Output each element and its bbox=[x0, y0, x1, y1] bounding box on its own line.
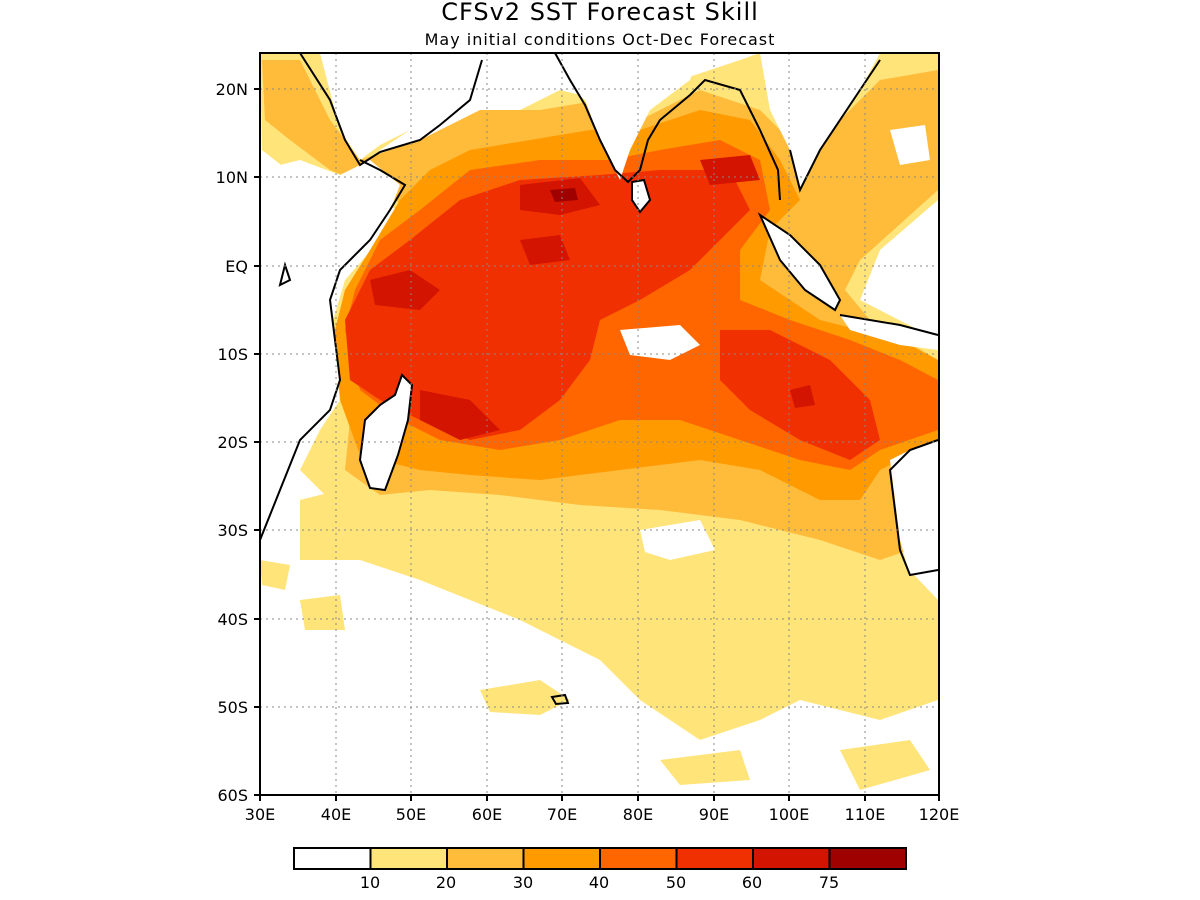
colorbar-swatch bbox=[675, 847, 754, 870]
arabia-land bbox=[320, 53, 480, 160]
skill-contour-60-75-core bbox=[420, 390, 500, 440]
colorbar-swatch bbox=[446, 847, 525, 870]
lon-tick-label: 60E bbox=[472, 805, 502, 824]
skill-contour-60-75-core bbox=[520, 235, 570, 265]
colorbar-swatch bbox=[369, 847, 448, 870]
lat-tick-label: 40S bbox=[217, 610, 248, 629]
grid-lines bbox=[260, 53, 939, 795]
skill-contour-10-20-patch bbox=[260, 560, 290, 590]
madagascar-land bbox=[360, 375, 412, 490]
skill-contour-10-20-patch bbox=[840, 740, 930, 790]
colorbar-swatch bbox=[752, 847, 831, 870]
lon-tick-label: 100E bbox=[769, 805, 810, 824]
lon-tick-label: 120E bbox=[919, 805, 960, 824]
india-land bbox=[540, 53, 700, 180]
page-subtitle: May initial conditions Oct-Dec Forecast bbox=[424, 30, 776, 49]
skill-contour-10-20-patch bbox=[660, 750, 750, 785]
colorbar-label: 40 bbox=[588, 873, 610, 892]
skill-contour-60-75-core bbox=[790, 385, 815, 408]
australia-land bbox=[890, 440, 938, 575]
page-title: CFSv2 SST Forecast Skill bbox=[441, 0, 759, 26]
colorbar-label: 50 bbox=[665, 873, 687, 892]
lon-tick-label: 90E bbox=[699, 805, 729, 824]
map-frame bbox=[259, 52, 940, 796]
colorbar-swatch bbox=[828, 847, 907, 870]
lat-tick-label: 10S bbox=[217, 345, 248, 364]
axis-ticks bbox=[254, 88, 940, 801]
colorbar-swatch bbox=[522, 847, 601, 870]
skill-contour-50-60-west bbox=[345, 170, 750, 440]
lon-tick-label: 110E bbox=[845, 805, 886, 824]
skill-contour-75-core bbox=[550, 188, 578, 202]
colorbar-label: 20 bbox=[435, 873, 457, 892]
sumatra-land bbox=[760, 215, 840, 310]
lat-tick-label: EQ bbox=[225, 257, 248, 276]
skill-contour-10-20-patch bbox=[480, 680, 570, 715]
skill-below-10-pocket bbox=[890, 125, 930, 165]
colorbar-label: 30 bbox=[512, 873, 534, 892]
lon-tick-label: 30E bbox=[245, 805, 275, 824]
lat-tick-label: 20N bbox=[216, 80, 248, 99]
southeast-asia-land bbox=[760, 53, 880, 190]
colorbar-swatch bbox=[599, 847, 678, 870]
lat-tick-label: 20S bbox=[217, 433, 248, 452]
skill-below-10-pocket bbox=[640, 520, 715, 560]
lat-tick-label: 50S bbox=[217, 698, 248, 717]
colorbar-label: 10 bbox=[359, 873, 381, 892]
lon-tick-label: 50E bbox=[396, 805, 426, 824]
coastlines bbox=[260, 53, 939, 706]
africa-land bbox=[260, 160, 400, 540]
lon-tick-label: 40E bbox=[321, 805, 351, 824]
skill-contour-10-20-patch bbox=[300, 595, 345, 630]
lat-tick-label: 30S bbox=[217, 521, 248, 540]
skill-field bbox=[260, 53, 939, 790]
colorbar bbox=[293, 847, 907, 870]
skill-below-10-pocket bbox=[620, 325, 700, 360]
lat-tick-label: 60S bbox=[217, 786, 248, 805]
colorbar-swatch bbox=[293, 847, 372, 870]
lon-tick-label: 80E bbox=[623, 805, 653, 824]
skill-contour-60-75-core bbox=[370, 270, 440, 310]
skill-contour-60-75-core bbox=[700, 155, 760, 185]
colorbar-label: 75 bbox=[818, 873, 840, 892]
colorbar-label: 60 bbox=[741, 873, 763, 892]
lat-tick-label: 10N bbox=[216, 168, 248, 187]
lon-tick-label: 70E bbox=[547, 805, 577, 824]
